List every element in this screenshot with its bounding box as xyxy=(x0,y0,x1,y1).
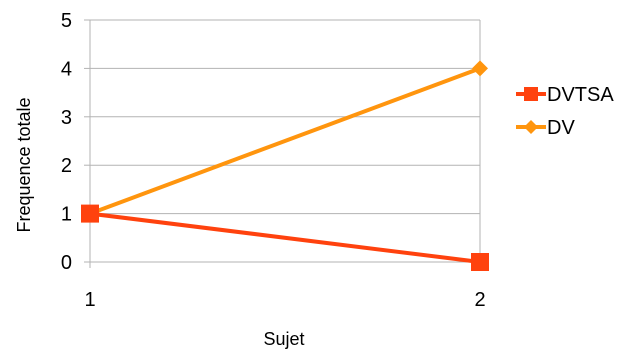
y-tick-label: 1 xyxy=(61,204,72,226)
data-point xyxy=(471,253,489,271)
legend: DVTSA DV xyxy=(516,84,614,139)
data-point xyxy=(472,60,488,77)
y-tick-label: 4 xyxy=(61,58,72,80)
y-tick-label: 3 xyxy=(61,107,72,129)
y-tick-label: 2 xyxy=(61,155,72,177)
y-tick-label: 5 xyxy=(61,10,72,32)
data-point xyxy=(81,204,99,223)
gridlines xyxy=(90,19,480,263)
y-axis-title: Frequence totale xyxy=(14,97,34,232)
x-axis-title: Sujet xyxy=(263,329,304,349)
series-line xyxy=(89,211,481,264)
series-group xyxy=(81,60,489,271)
x-tick-label: 1 xyxy=(84,289,95,311)
legend-label: DVTSA xyxy=(547,84,614,106)
legend-item-dv: DV xyxy=(516,117,575,139)
series-dvtsa xyxy=(81,204,489,271)
y-tick-label: 0 xyxy=(61,252,72,274)
legend-marker xyxy=(524,87,538,101)
series-dv xyxy=(82,60,488,222)
series-line xyxy=(89,66,481,216)
legend-label: DV xyxy=(547,117,575,139)
legend-marker xyxy=(524,120,538,134)
legend-item-dvtsa: DVTSA xyxy=(516,84,614,106)
x-tick-label: 2 xyxy=(474,289,485,311)
